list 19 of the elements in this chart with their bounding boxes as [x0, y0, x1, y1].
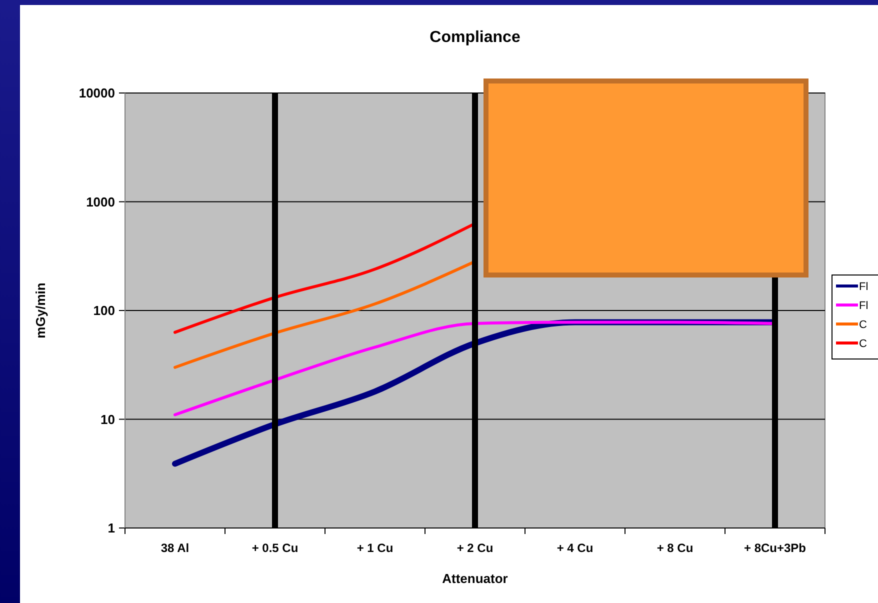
x-tick-label: + 1 Cu: [356, 541, 394, 555]
y-tick-label: 10000: [78, 86, 115, 101]
legend-label: C: [859, 338, 867, 350]
x-tick-label: + 8 Cu: [656, 541, 694, 555]
legend-label: C: [859, 318, 867, 331]
y-tick-label: 100: [93, 303, 115, 318]
x-tick-label: + 4 Cu: [556, 541, 594, 555]
y-axis-title: mGy/min: [33, 282, 48, 338]
legend-label: Fl: [859, 300, 868, 312]
y-tick-label: 1000: [86, 194, 115, 210]
y-tick-label: 10: [100, 412, 115, 427]
x-tick-label: + 8Cu+3Pb: [744, 541, 806, 555]
x-tick-label: + 0.5 Cu: [252, 541, 298, 555]
x-axis-title: Attenuator: [442, 571, 508, 586]
legend-label: Fl: [859, 280, 868, 293]
y-tick-label: 1: [108, 520, 115, 536]
x-tick-label: 38 Al: [160, 541, 190, 555]
x-tick-label: + 2 Cu: [456, 541, 494, 555]
chart-title: Compliance: [430, 29, 520, 46]
